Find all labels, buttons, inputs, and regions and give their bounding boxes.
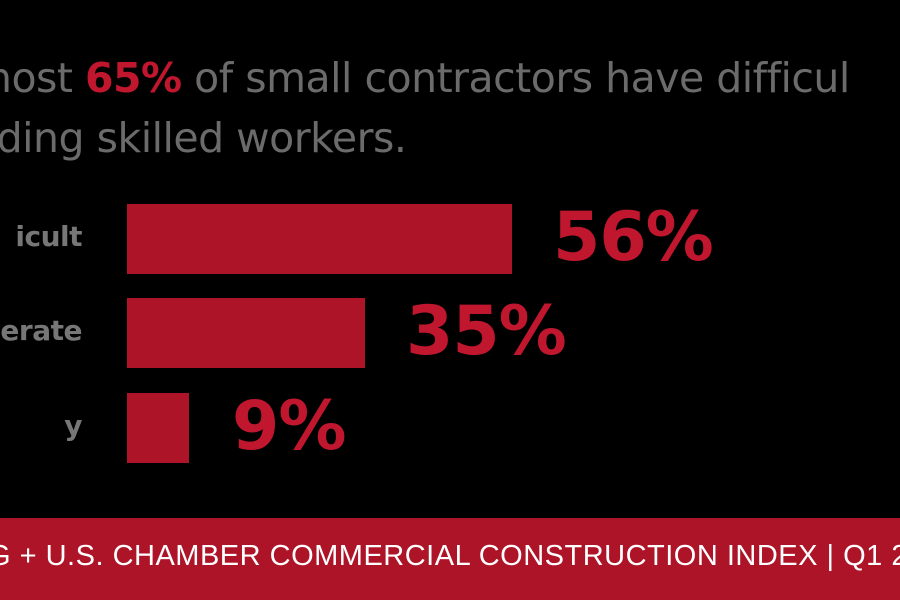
bar-very-difficult xyxy=(127,204,512,274)
value-label: 56% xyxy=(553,198,714,277)
bar-moderate xyxy=(127,298,365,368)
bar-row-very-difficult: icult 56% xyxy=(0,198,900,277)
headline-accent-percent: 65% xyxy=(85,54,182,102)
bar-row-moderate: derate 35% xyxy=(0,292,900,371)
bar-easy xyxy=(127,393,189,463)
category-label: derate xyxy=(0,314,83,347)
category-label: y xyxy=(64,409,82,442)
category-label: icult xyxy=(15,220,82,253)
footer-banner: G + U.S. CHAMBER COMMERCIAL CONSTRUCTION… xyxy=(0,518,900,600)
headline-suffix: of small contractors have difficul xyxy=(181,54,850,102)
headline: most 65% of small contractors have diffi… xyxy=(0,48,850,168)
headline-line-2: ading skilled workers. xyxy=(0,114,407,162)
footer-source-text: G + U.S. CHAMBER COMMERCIAL CONSTRUCTION… xyxy=(0,540,900,572)
value-label: 9% xyxy=(232,387,346,466)
bar-row-easy: y 9% xyxy=(0,387,900,466)
headline-line-1: most 65% of small contractors have diffi… xyxy=(0,48,850,108)
value-label: 35% xyxy=(406,292,567,371)
headline-prefix: most xyxy=(0,54,73,102)
